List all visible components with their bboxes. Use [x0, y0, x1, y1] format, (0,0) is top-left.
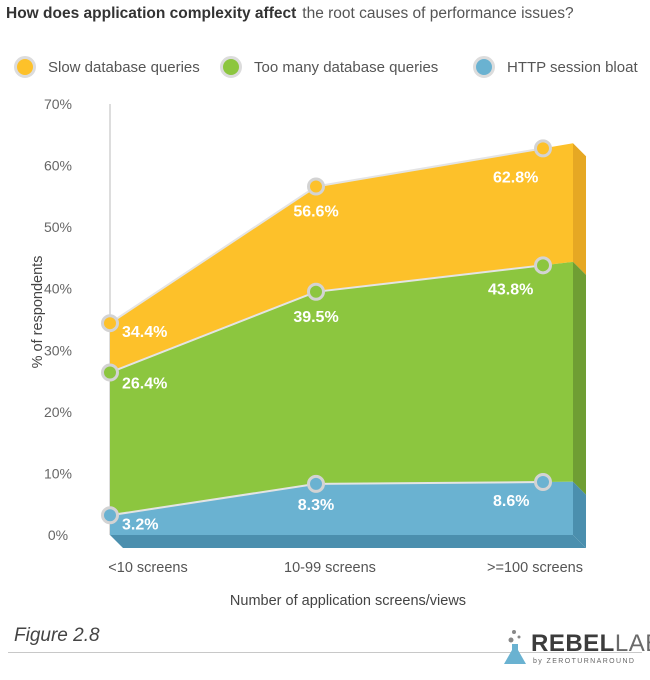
- area-chart: 0% 10% 20% 30% 40% 50% 60% 70% 34.4% 56.6% 62.8% 26…: [30, 96, 586, 609]
- legend-swatch-slow: [14, 56, 36, 78]
- legend-item-http: HTTP session bloat: [473, 56, 638, 78]
- data-point: [101, 506, 119, 525]
- http-side-face: [573, 481, 586, 548]
- legend-label-http: HTTP session bloat: [507, 58, 638, 76]
- y-axis-title: % of respondents: [30, 256, 46, 369]
- y-tick-label: 40%: [44, 281, 72, 297]
- data-label: 3.2%: [122, 516, 158, 533]
- data-label: 26.4%: [122, 375, 167, 392]
- legend-item-too-many: Too many database queries: [220, 56, 438, 78]
- chart-title: How does application complexity affect th…: [6, 5, 574, 23]
- data-point: [101, 363, 119, 382]
- data-point: [307, 177, 325, 196]
- data-point: [101, 314, 119, 333]
- data-point: [534, 473, 552, 492]
- http-area: [110, 481, 573, 535]
- x-tick-label: <10 screens: [108, 560, 187, 576]
- chart-title-bold: How does application complexity affect: [6, 5, 297, 22]
- http-bottom-face: [110, 535, 586, 548]
- y-tick-label: 30%: [44, 342, 72, 358]
- legend-swatch-http: [473, 56, 495, 78]
- legend-item-slow: Slow database queries: [14, 56, 200, 78]
- slow-area: [110, 143, 573, 373]
- footer-divider: [8, 652, 642, 653]
- y-tick-label: 0%: [48, 527, 68, 543]
- too-many-side-face: [573, 261, 586, 495]
- data-point: [534, 256, 552, 275]
- logo-tagline: by ZEROTURNAROUND: [533, 658, 636, 665]
- y-tick-label: 50%: [44, 219, 72, 235]
- data-point: [307, 282, 325, 301]
- data-label: 34.4%: [122, 324, 167, 341]
- x-tick-label: 10-99 screens: [284, 560, 376, 576]
- data-label: 8.3%: [298, 497, 334, 514]
- legend-label-too-many: Too many database queries: [254, 58, 439, 76]
- y-tick-label: 20%: [44, 404, 72, 420]
- legend: Slow database queries Too many database …: [0, 56, 650, 78]
- y-tick-label: 10%: [44, 465, 72, 481]
- x-tick-label: >=100 screens: [487, 560, 583, 576]
- slow-side-face: [573, 143, 586, 275]
- logo-wordmark: REBELLABS: [531, 630, 650, 657]
- legend-label-slow: Slow database queries: [48, 58, 200, 76]
- rebellabs-logo: REBELLABS by ZEROTURNAROUND: [503, 628, 650, 672]
- y-tick-label: 60%: [44, 158, 72, 174]
- data-label: 62.8%: [493, 169, 538, 186]
- too-many-area: [110, 261, 573, 516]
- x-axis-title: Number of application screens/views: [230, 593, 466, 609]
- flask-icon: [504, 630, 526, 664]
- data-label: 8.6%: [493, 493, 529, 510]
- y-tick-label: 70%: [44, 96, 72, 112]
- data-label: 39.5%: [293, 309, 338, 326]
- data-label: 56.6%: [293, 204, 338, 221]
- chart-title-rest: the root causes of performance issues?: [302, 5, 574, 22]
- data-point: [307, 474, 325, 493]
- legend-swatch-too-many: [220, 56, 242, 78]
- data-point: [534, 139, 552, 158]
- data-label: 43.8%: [488, 281, 533, 298]
- figure-label: Figure 2.8: [14, 625, 100, 646]
